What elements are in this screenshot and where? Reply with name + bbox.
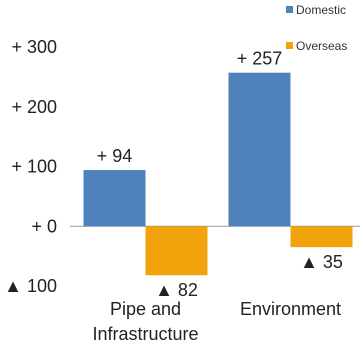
bar-domestic-1 bbox=[228, 72, 291, 227]
bar-overseas-0 bbox=[145, 226, 208, 276]
y-tick-label: + 0 bbox=[31, 216, 57, 236]
x-category-label: Environment bbox=[240, 299, 341, 319]
x-category-label: Infrastructure bbox=[92, 324, 198, 344]
legend-swatch-overseas bbox=[286, 42, 293, 49]
y-tick-label: ▲ 100 bbox=[4, 276, 57, 296]
legend-label: Domestic bbox=[296, 3, 346, 17]
data-label: ▲ 82 bbox=[155, 280, 198, 300]
data-label: + 94 bbox=[97, 146, 133, 166]
y-tick-label: + 300 bbox=[11, 37, 57, 57]
legend-swatch-domestic bbox=[286, 6, 293, 13]
bar-overseas-1 bbox=[290, 226, 353, 248]
bar-domestic-0 bbox=[83, 170, 146, 227]
legend-label: Overseas bbox=[296, 39, 347, 53]
data-label: + 257 bbox=[237, 49, 283, 69]
data-label: ▲ 35 bbox=[300, 252, 343, 272]
x-category-label: Pipe and bbox=[110, 299, 181, 319]
y-tick-label: + 200 bbox=[11, 97, 57, 117]
y-tick-label: + 100 bbox=[11, 157, 57, 177]
